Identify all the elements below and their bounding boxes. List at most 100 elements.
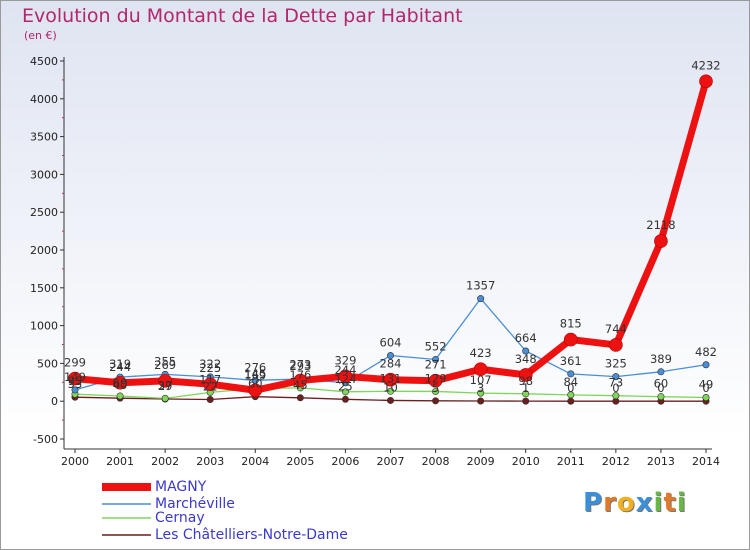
data-point [341, 395, 349, 403]
data-label: 10 [383, 380, 398, 394]
data-point [113, 375, 127, 390]
data-label: 98 [518, 374, 533, 388]
data-point [567, 370, 575, 378]
data-label: 744 [605, 322, 627, 336]
data-label: 60 [248, 377, 263, 391]
data-point [68, 371, 82, 386]
data-point [248, 383, 263, 398]
legend-label: Cernay [155, 510, 205, 526]
data-label: 348 [515, 352, 537, 366]
data-label: 45 [293, 378, 308, 392]
data-point [386, 352, 394, 360]
x-tick-label: 2007 [377, 455, 405, 468]
data-label: 355 [154, 354, 176, 368]
x-tick-label: 2006 [331, 455, 359, 468]
data-point [116, 392, 124, 400]
data-point [338, 369, 353, 384]
data-point [203, 377, 218, 391]
data-point [657, 368, 665, 376]
y-tick-label: 2500 [30, 206, 58, 219]
data-label: 329 [334, 353, 356, 367]
data-point [522, 397, 530, 405]
data-point [383, 372, 398, 387]
x-tick-label: 2001 [106, 455, 134, 468]
data-label: 176 [289, 368, 311, 382]
data-point [386, 387, 394, 395]
x-tick-label: 2009 [467, 455, 495, 468]
data-point [699, 74, 713, 89]
chart-title: Evolution du Montant de la Dette par Hab… [22, 5, 463, 27]
data-label: 664 [515, 331, 537, 345]
legend-label: Marchéville [155, 496, 235, 512]
data-label: 389 [650, 352, 672, 366]
data-label: 5 [432, 381, 439, 395]
data-point [206, 396, 214, 404]
data-point [161, 394, 169, 402]
data-label: 1357 [466, 279, 495, 293]
data-point [473, 362, 488, 377]
y-tick-label: 4000 [30, 93, 58, 106]
data-label: 53 [68, 377, 83, 391]
data-label: 604 [380, 336, 402, 350]
data-point [432, 355, 440, 363]
data-label: 273 [289, 358, 311, 372]
x-tick-label: 2011 [557, 455, 585, 468]
data-label: 60 [654, 377, 669, 391]
y-tick-label: 0 [51, 395, 58, 408]
data-label: 40 [113, 378, 128, 392]
x-tick-label: 2012 [602, 455, 630, 468]
data-label: 322 [199, 357, 221, 371]
y-tick-label: 1500 [30, 282, 58, 295]
data-point [612, 392, 620, 400]
data-point [71, 386, 79, 394]
legend-label: MAGNY [155, 479, 207, 495]
data-label: 293 [289, 359, 311, 373]
data-point [158, 374, 172, 388]
data-label: 73 [609, 376, 624, 390]
data-label: 124 [334, 372, 356, 386]
data-point [654, 234, 668, 248]
data-point [657, 393, 665, 401]
data-label: 145 [244, 367, 266, 381]
y-tick-label: 4500 [30, 55, 58, 68]
data-label: 1 [522, 381, 529, 395]
data-label: 149 [64, 370, 86, 384]
data-label: 319 [109, 357, 131, 371]
data-label: 93 [68, 374, 83, 388]
data-label: 325 [605, 357, 627, 371]
data-point [612, 373, 620, 381]
data-label: 271 [425, 358, 447, 372]
x-tick-label: 2005 [286, 455, 314, 468]
data-point [522, 390, 530, 398]
y-tick-label: -500 [33, 433, 58, 446]
data-label: 29 [158, 379, 173, 393]
chart-subtitle: (en €) [24, 29, 57, 42]
data-point [567, 397, 575, 405]
data-label: 37 [158, 378, 173, 392]
data-label: 49 [699, 377, 714, 391]
x-tick-label: 2010 [512, 455, 540, 468]
data-label: 25 [338, 379, 353, 393]
data-label: 131 [380, 371, 402, 385]
x-tick-label: 2014 [692, 455, 720, 468]
data-label: 2118 [646, 218, 675, 232]
data-label: 482 [695, 345, 717, 359]
data-point [567, 391, 575, 399]
data-point [702, 361, 710, 369]
data-label: 815 [560, 317, 582, 331]
y-tick-label: 500 [37, 357, 58, 370]
data-label: 299 [64, 356, 86, 370]
data-label: 4232 [691, 58, 720, 72]
data-point [702, 393, 710, 401]
data-point [341, 388, 349, 396]
x-tick-label: 2004 [241, 455, 269, 468]
x-tick-label: 2008 [422, 455, 450, 468]
data-label: 284 [380, 357, 402, 371]
data-label: 3 [477, 381, 484, 395]
data-label: 423 [470, 346, 492, 360]
data-label: 169 [244, 368, 266, 382]
x-tick-label: 2003 [196, 455, 224, 468]
data-point [432, 397, 440, 405]
data-label: 244 [109, 360, 131, 374]
